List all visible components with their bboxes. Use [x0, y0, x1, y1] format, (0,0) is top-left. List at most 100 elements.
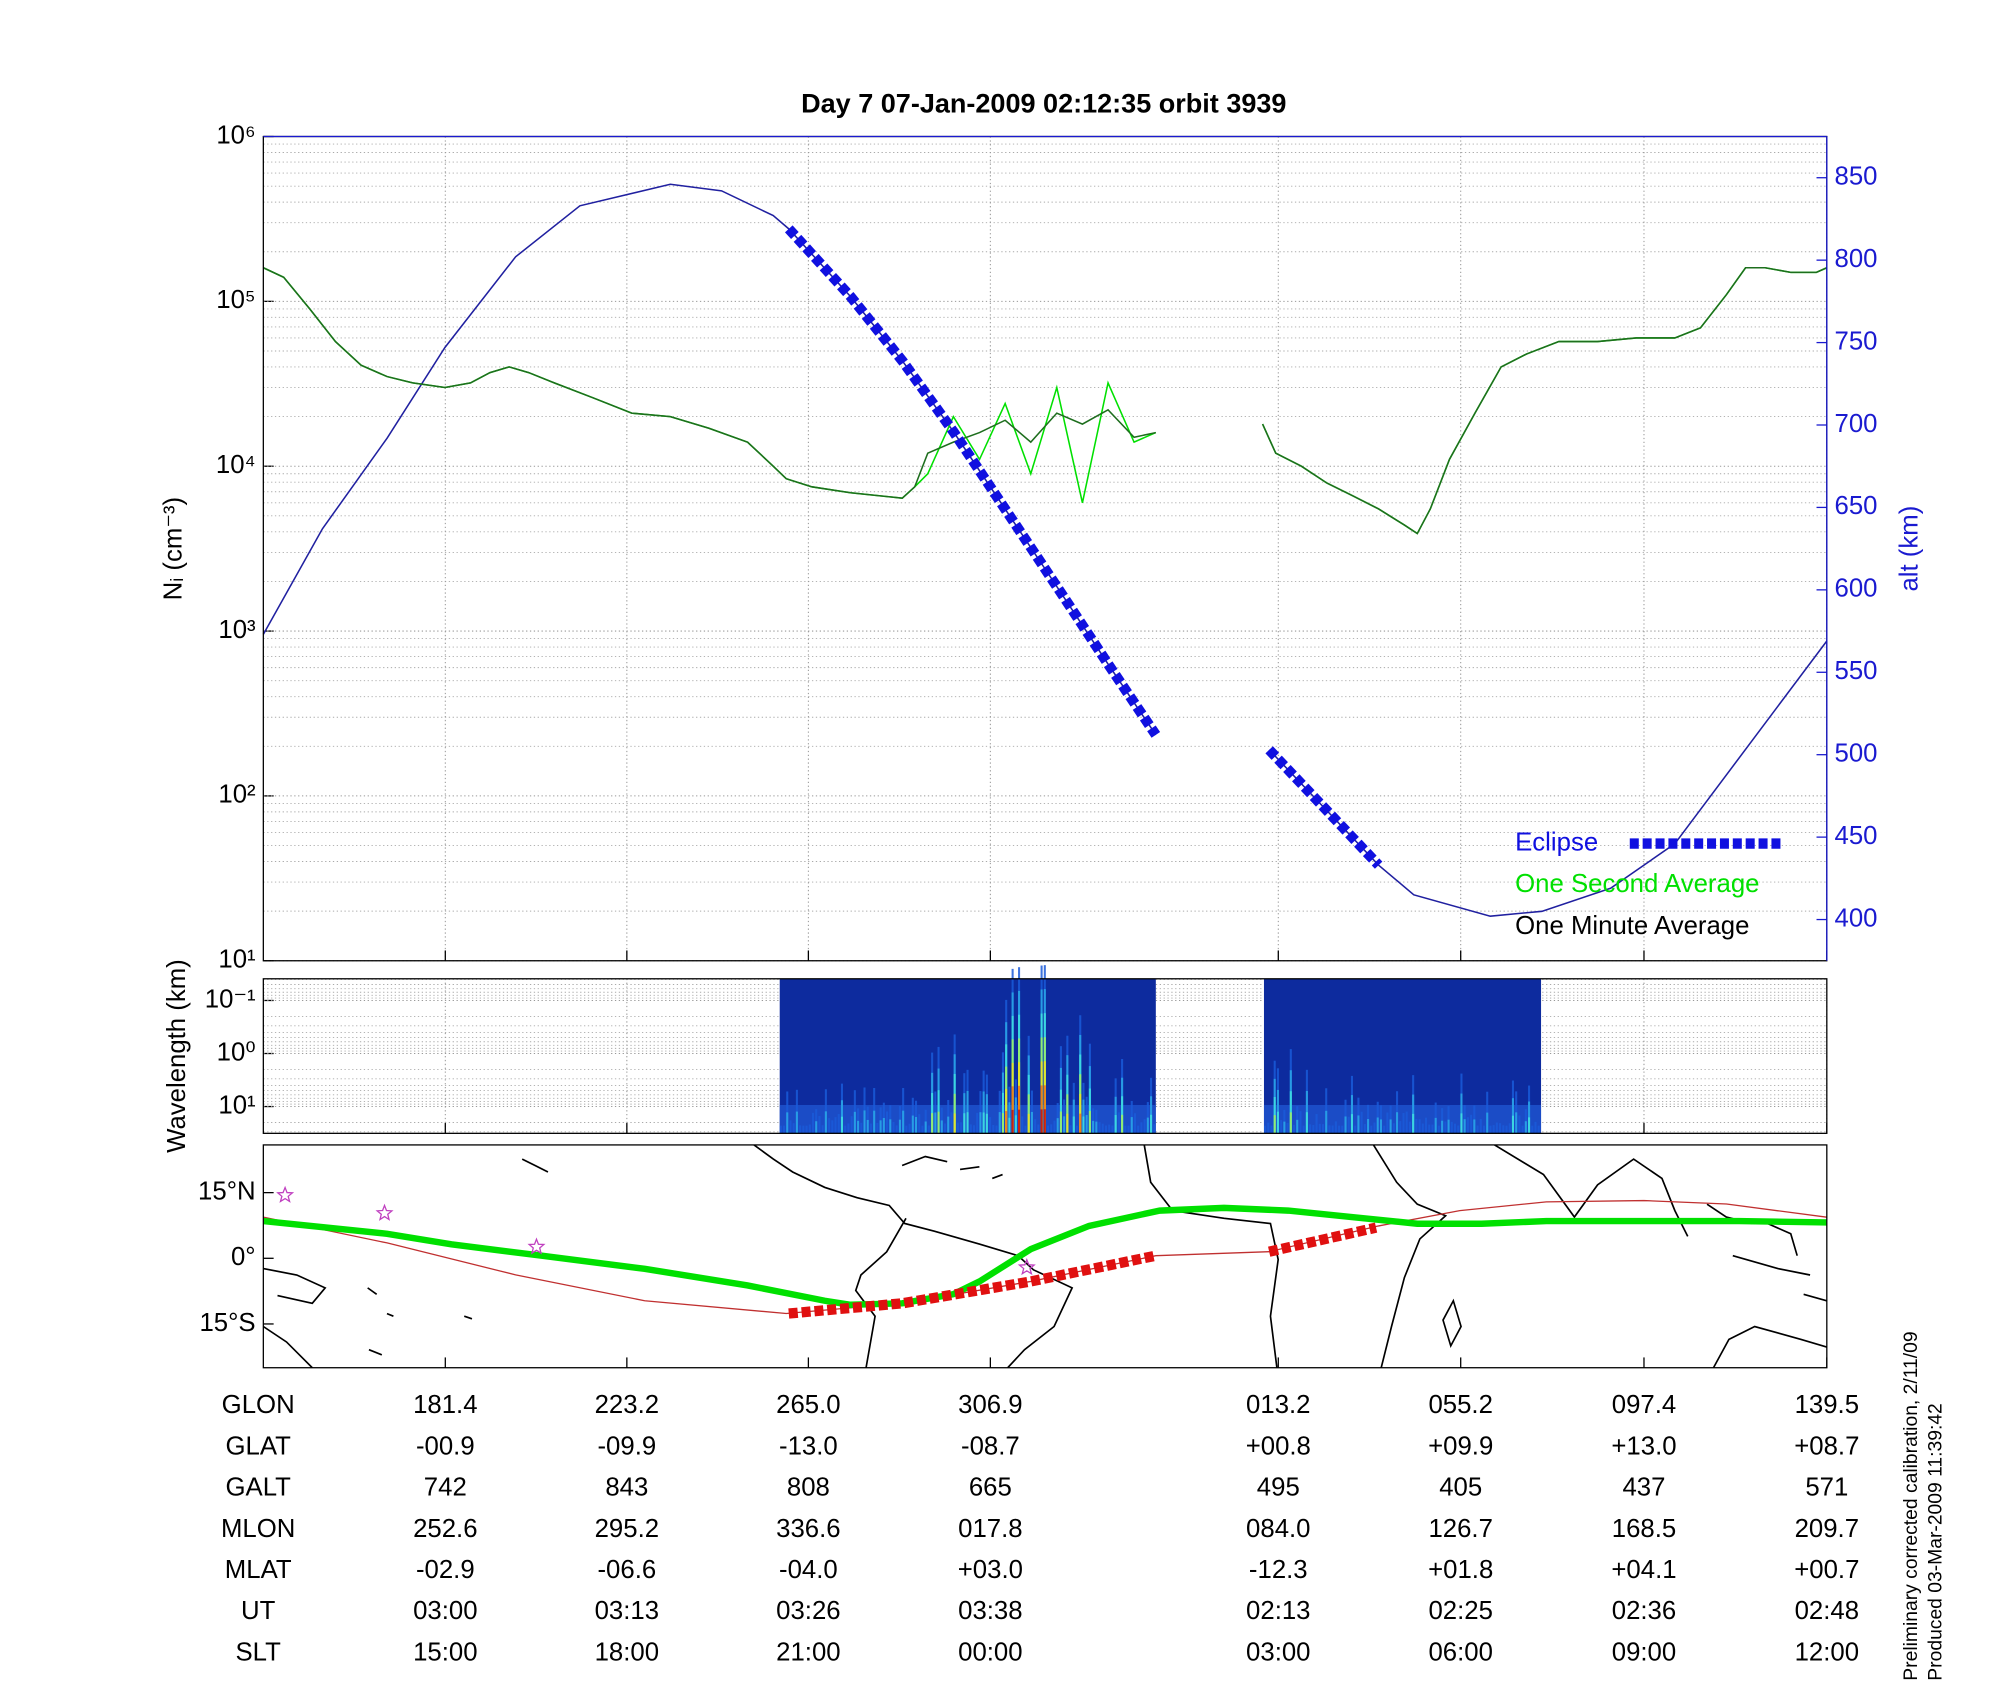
spectrogram-streak	[1270, 1125, 1273, 1134]
table-cell: +13.0	[1611, 1432, 1676, 1460]
spectrogram-streak	[889, 1119, 892, 1134]
series-line	[262, 183, 1828, 917]
spectrogram-streak	[966, 1090, 969, 1134]
spectrogram-streak	[831, 1120, 834, 1134]
table-cell: +03.0	[958, 1556, 1023, 1584]
spectrogram-streak	[960, 1122, 963, 1134]
spectrogram-streak	[1056, 1118, 1059, 1134]
spectrogram-streak	[886, 1111, 889, 1134]
spectrogram-streak	[1124, 1125, 1127, 1134]
spectrogram-streak	[1473, 1119, 1476, 1134]
spectrogram-streak	[1470, 1114, 1473, 1134]
spectrogram-streak	[1024, 1125, 1027, 1134]
spectrogram-streak	[1389, 1119, 1392, 1134]
spectrogram-streak	[1114, 1115, 1117, 1134]
table-cell: 02:36	[1612, 1597, 1676, 1625]
table-row-label: MLON	[221, 1515, 295, 1543]
spectrogram-streak	[1305, 1090, 1308, 1134]
spectrogram-streak	[1350, 1114, 1354, 1134]
spectrogram-streak	[1150, 1114, 1153, 1134]
spectrogram-streak	[811, 1112, 815, 1134]
spectrogram-streak	[1264, 1125, 1267, 1134]
table-cell: -02.9	[416, 1556, 475, 1584]
spectrogram-streak	[1386, 1112, 1389, 1134]
y-tick-label: 15°N	[198, 1177, 256, 1205]
spectrogram-streak	[895, 1125, 898, 1134]
spectrogram-streak	[1328, 1125, 1331, 1134]
y-tick-label: 10¹	[218, 1091, 256, 1119]
table-cell: +00.7	[1794, 1556, 1859, 1584]
spectrogram-streak	[1027, 1113, 1030, 1134]
spectrogram-streak	[1518, 1115, 1521, 1134]
spectrogram-streak	[1495, 1122, 1498, 1134]
spectrogram-streak	[853, 1111, 856, 1134]
spectrogram-streak	[1296, 1106, 1299, 1134]
spectrogram-streak	[1425, 1117, 1428, 1134]
spectrogram-streak	[1283, 1121, 1286, 1134]
spectrogram-streak	[982, 1112, 985, 1134]
spectrogram-streak	[1273, 1115, 1276, 1134]
y-tick-label: 0°	[231, 1243, 256, 1271]
table-cell: 295.2	[595, 1515, 659, 1543]
spectrogram-streak	[1453, 1123, 1457, 1134]
table-cell: 15:00	[413, 1638, 477, 1666]
y2-tick-label: 500	[1835, 739, 1878, 767]
spectrogram-streak	[1415, 1118, 1418, 1134]
table-cell: 013.2	[1246, 1391, 1310, 1419]
map-line	[263, 1199, 1827, 1315]
table-row-label: MLAT	[225, 1556, 292, 1584]
spectrogram-streak	[985, 1113, 988, 1134]
spectrogram-streak	[795, 1111, 798, 1134]
spectrogram-streak	[1095, 1109, 1098, 1134]
spectrogram-streak	[905, 1125, 908, 1134]
spectrogram-streak	[1011, 1086, 1014, 1134]
spectrogram-streak	[879, 1107, 882, 1134]
spectrogram-streak	[789, 1120, 792, 1134]
spectrogram-streak	[1344, 1116, 1347, 1134]
spectrogram-streak	[1034, 1119, 1037, 1134]
spectrogram-streak	[869, 1123, 872, 1134]
y2-tick-label: 550	[1835, 657, 1878, 685]
spectrogram-streak	[1014, 1115, 1017, 1134]
spectrogram-streak	[1085, 1115, 1088, 1134]
spectrogram-streak	[1008, 1117, 1011, 1134]
spectrogram-streak	[876, 1122, 879, 1134]
y2-tick-label: 850	[1835, 163, 1878, 191]
y2-tick-label: 700	[1835, 410, 1878, 438]
table-cell: 306.9	[958, 1391, 1022, 1419]
spectrogram-streak	[1280, 1120, 1283, 1134]
spectrogram-streak	[1515, 1112, 1518, 1134]
spectrogram-streak	[1534, 1121, 1537, 1134]
table-cell: -00.9	[416, 1432, 475, 1460]
spectrogram-streak	[1318, 1123, 1321, 1134]
table-cell: 209.7	[1795, 1515, 1859, 1543]
spectrogram-streak	[927, 1125, 930, 1134]
y2-tick-label: 450	[1835, 822, 1878, 850]
spectrogram-streak	[1341, 1125, 1344, 1134]
spectrogram-streak	[902, 1110, 905, 1134]
spectrogram-streak	[1521, 1125, 1524, 1134]
star-marker	[375, 1203, 394, 1221]
spectrogram-streak	[1383, 1125, 1386, 1134]
table-cell: -12.3	[1249, 1556, 1308, 1584]
y-tick-label: 10⁵	[216, 286, 255, 314]
spectrogram-streak	[995, 1125, 998, 1134]
spectrogram-streak	[1092, 1120, 1095, 1134]
spectrogram-streak	[908, 1123, 911, 1134]
spectrogram-streak	[1104, 1125, 1108, 1134]
spectrogram-streak	[1431, 1124, 1434, 1134]
spectrogram-streak	[1373, 1122, 1376, 1134]
spectrogram-streak	[1412, 1113, 1415, 1134]
spectrogram-streak	[956, 1122, 959, 1134]
spectrogram-streak	[1402, 1112, 1405, 1134]
spectrogram-streak	[1502, 1125, 1505, 1134]
spectrogram-streak	[1405, 1111, 1408, 1134]
spectrogram-streak	[860, 1122, 863, 1134]
spectrogram-streak	[1325, 1088, 1328, 1134]
legend-label: One Minute Average	[1515, 912, 1749, 940]
plot-frame	[262, 978, 1828, 1134]
spectrogram-streak	[1434, 1117, 1437, 1134]
y-tick-label: 10⁶	[216, 121, 255, 149]
table-cell: 139.5	[1795, 1391, 1859, 1419]
